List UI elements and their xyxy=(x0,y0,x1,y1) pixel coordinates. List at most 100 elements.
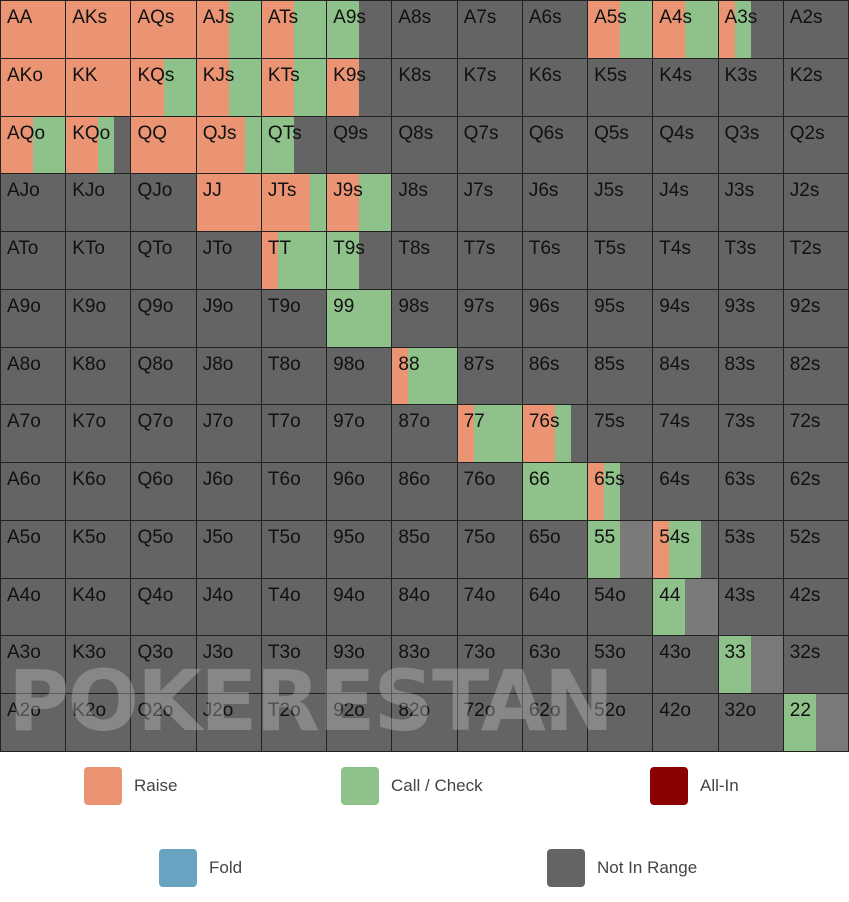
hand-cell[interactable]: T3o xyxy=(261,636,327,694)
hand-cell[interactable]: 98s xyxy=(392,289,457,347)
hand-cell[interactable]: K3o xyxy=(66,636,131,694)
hand-cell[interactable]: Q8o xyxy=(131,347,196,405)
hand-cell[interactable]: A9o xyxy=(1,289,66,347)
hand-cell[interactable]: 74s xyxy=(653,405,718,463)
hand-cell[interactable]: 94s xyxy=(653,289,718,347)
hand-cell[interactable]: 55 xyxy=(588,520,653,578)
hand-cell[interactable]: 95o xyxy=(327,520,392,578)
hand-cell[interactable]: 83o xyxy=(392,636,457,694)
hand-cell[interactable]: A5o xyxy=(1,520,66,578)
hand-cell[interactable]: Q9o xyxy=(131,289,196,347)
hand-cell[interactable]: T6o xyxy=(261,463,327,520)
hand-cell[interactable]: 96o xyxy=(327,463,392,520)
hand-cell[interactable]: 32s xyxy=(783,636,848,694)
hand-cell[interactable]: T2s xyxy=(783,232,848,289)
hand-cell[interactable]: J5o xyxy=(196,520,261,578)
hand-cell[interactable]: A9s xyxy=(327,1,392,58)
hand-cell[interactable]: Q4s xyxy=(653,116,718,174)
hand-cell[interactable]: 87o xyxy=(392,405,457,463)
hand-cell[interactable]: T3s xyxy=(718,232,783,289)
hand-cell[interactable]: Q5o xyxy=(131,520,196,578)
hand-cell[interactable]: 43s xyxy=(718,578,783,636)
hand-cell[interactable]: J5s xyxy=(588,174,653,232)
hand-cell[interactable]: K8o xyxy=(66,347,131,405)
hand-cell[interactable]: 74o xyxy=(457,578,522,636)
hand-cell[interactable]: J4s xyxy=(653,174,718,232)
hand-cell[interactable]: 73o xyxy=(457,636,522,694)
hand-cell[interactable]: 52s xyxy=(783,520,848,578)
hand-cell[interactable]: J8s xyxy=(392,174,457,232)
hand-cell[interactable]: KK xyxy=(66,58,131,116)
hand-cell[interactable]: Q9s xyxy=(327,116,392,174)
hand-cell[interactable]: 93s xyxy=(718,289,783,347)
hand-cell[interactable]: AJo xyxy=(1,174,66,232)
hand-cell[interactable]: KJs xyxy=(196,58,261,116)
hand-cell[interactable]: K5o xyxy=(66,520,131,578)
hand-cell[interactable]: 62s xyxy=(783,463,848,520)
hand-cell[interactable]: 84s xyxy=(653,347,718,405)
hand-cell[interactable]: KQo xyxy=(66,116,131,174)
hand-cell[interactable]: 94o xyxy=(327,578,392,636)
hand-cell[interactable]: A2o xyxy=(1,694,66,751)
hand-cell[interactable]: T2o xyxy=(261,694,327,751)
hand-cell[interactable]: 76o xyxy=(457,463,522,520)
hand-cell[interactable]: 54s xyxy=(653,520,718,578)
hand-cell[interactable]: J2s xyxy=(783,174,848,232)
hand-cell[interactable]: A6s xyxy=(522,1,588,58)
hand-cell[interactable]: KTs xyxy=(261,58,327,116)
hand-cell[interactable]: J7s xyxy=(457,174,522,232)
hand-cell[interactable]: J4o xyxy=(196,578,261,636)
hand-cell[interactable]: K8s xyxy=(392,58,457,116)
hand-cell[interactable]: QJs xyxy=(196,116,261,174)
hand-cell[interactable]: 65s xyxy=(588,463,653,520)
hand-cell[interactable]: AKo xyxy=(1,58,66,116)
hand-cell[interactable]: J2o xyxy=(196,694,261,751)
hand-cell[interactable]: 96s xyxy=(522,289,588,347)
hand-cell[interactable]: 33 xyxy=(718,636,783,694)
hand-cell[interactable]: 65o xyxy=(522,520,588,578)
hand-cell[interactable]: A4s xyxy=(653,1,718,58)
hand-cell[interactable]: JTs xyxy=(261,174,327,232)
hand-cell[interactable]: Q5s xyxy=(588,116,653,174)
hand-cell[interactable]: A3s xyxy=(718,1,783,58)
hand-cell[interactable]: Q7o xyxy=(131,405,196,463)
hand-cell[interactable]: T9s xyxy=(327,232,392,289)
hand-cell[interactable]: 93o xyxy=(327,636,392,694)
hand-cell[interactable]: 85s xyxy=(588,347,653,405)
hand-cell[interactable]: 76s xyxy=(522,405,588,463)
hand-cell[interactable]: 43o xyxy=(653,636,718,694)
hand-cell[interactable]: A8s xyxy=(392,1,457,58)
hand-cell[interactable]: AKs xyxy=(66,1,131,58)
hand-cell[interactable]: 85o xyxy=(392,520,457,578)
hand-cell[interactable]: A4o xyxy=(1,578,66,636)
hand-cell[interactable]: A8o xyxy=(1,347,66,405)
hand-cell[interactable]: 99 xyxy=(327,289,392,347)
hand-cell[interactable]: AQo xyxy=(1,116,66,174)
hand-cell[interactable]: ATs xyxy=(261,1,327,58)
hand-cell[interactable]: 73s xyxy=(718,405,783,463)
hand-cell[interactable]: 86o xyxy=(392,463,457,520)
hand-cell[interactable]: J7o xyxy=(196,405,261,463)
hand-cell[interactable]: J3s xyxy=(718,174,783,232)
hand-cell[interactable]: 63s xyxy=(718,463,783,520)
hand-cell[interactable]: 75o xyxy=(457,520,522,578)
hand-cell[interactable]: Q8s xyxy=(392,116,457,174)
hand-cell[interactable]: T9o xyxy=(261,289,327,347)
hand-cell[interactable]: T8s xyxy=(392,232,457,289)
hand-cell[interactable]: J6o xyxy=(196,463,261,520)
hand-cell[interactable]: A6o xyxy=(1,463,66,520)
hand-cell[interactable]: T6s xyxy=(522,232,588,289)
hand-cell[interactable]: A3o xyxy=(1,636,66,694)
hand-cell[interactable]: A7o xyxy=(1,405,66,463)
hand-cell[interactable]: JTo xyxy=(196,232,261,289)
hand-cell[interactable]: Q2s xyxy=(783,116,848,174)
hand-cell[interactable]: 92s xyxy=(783,289,848,347)
hand-cell[interactable]: 53o xyxy=(588,636,653,694)
hand-cell[interactable]: 44 xyxy=(653,578,718,636)
hand-cell[interactable]: K6o xyxy=(66,463,131,520)
hand-cell[interactable]: T8o xyxy=(261,347,327,405)
hand-cell[interactable]: 42s xyxy=(783,578,848,636)
hand-cell[interactable]: K6s xyxy=(522,58,588,116)
hand-cell[interactable]: J9s xyxy=(327,174,392,232)
hand-cell[interactable]: 72s xyxy=(783,405,848,463)
